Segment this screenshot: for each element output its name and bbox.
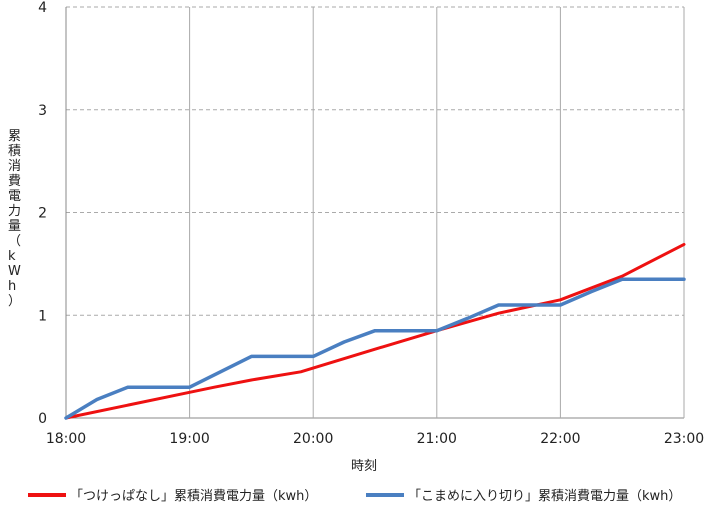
- y-tick-label: 2: [38, 206, 47, 222]
- legend-label-series-2: 「こまめに入り切り」累積消費電力量（kwh）: [408, 489, 681, 504]
- y-tick-label: 0: [38, 411, 47, 427]
- x-tick-label: 21:00: [417, 431, 457, 447]
- x-tick-label: 23:00: [664, 431, 704, 447]
- series-lines: [64, 242, 686, 420]
- x-tick-label: 18:00: [46, 431, 86, 447]
- y-tick-label: 3: [38, 103, 47, 119]
- grid-lines: [65, 6, 685, 419]
- series-line-1: [64, 242, 686, 420]
- x-axis-label: 時刻: [351, 459, 377, 474]
- y-tick-label: 4: [38, 0, 47, 16]
- x-axis-ticks: 18:00 19:00 20:00 21:00 22:00 23:00: [46, 431, 704, 447]
- x-tick-label: 22:00: [540, 431, 580, 447]
- x-tick-label: 19:00: [169, 431, 209, 447]
- legend-label-series-1: 「つけっぱなし」累積消費電力量（kwh）: [70, 489, 317, 504]
- series-line-2: [64, 277, 686, 420]
- y-axis-ticks: 0 1 2 3 4: [38, 0, 47, 427]
- x-tick-label: 20:00: [293, 431, 333, 447]
- legend: 「つけっぱなし」累積消費電力量（kwh） 「こまめに入り切り」累積消費電力量（k…: [28, 489, 681, 504]
- y-tick-label: 1: [38, 308, 47, 324]
